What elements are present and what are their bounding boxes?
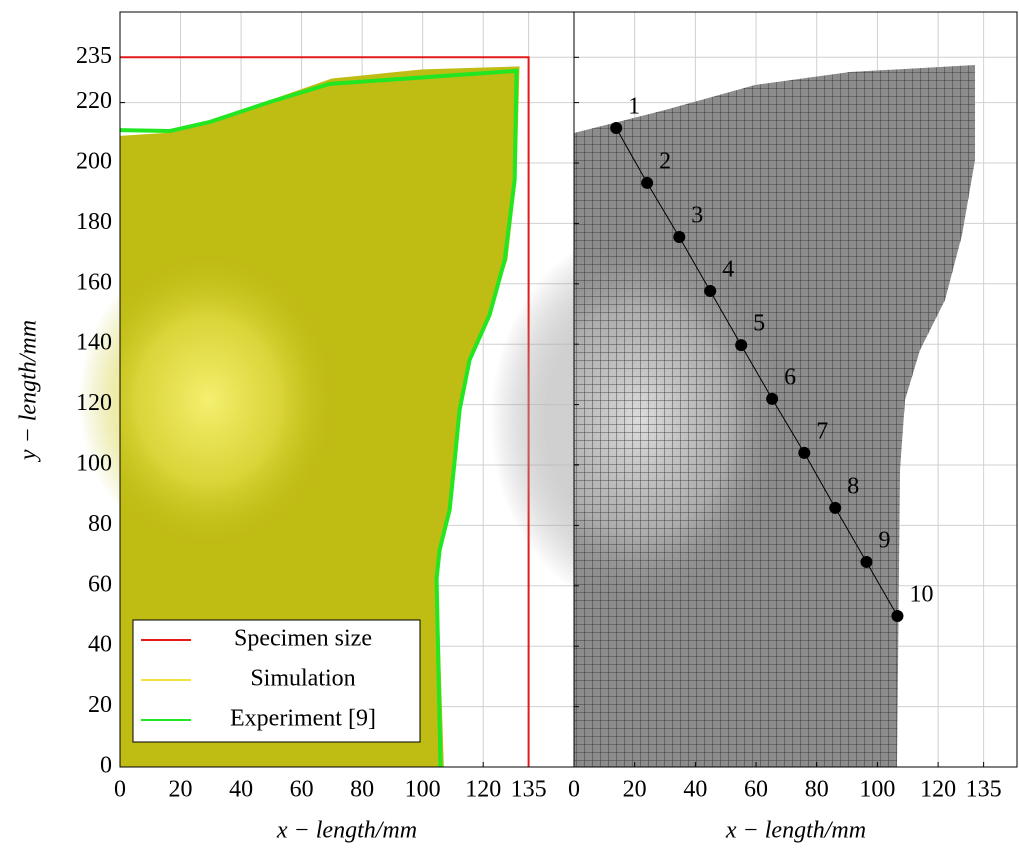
x-tick-label: 100 <box>859 777 895 803</box>
probe-line <box>615 127 898 617</box>
x-tick-label: 120 <box>465 777 501 803</box>
point-label: 10 <box>909 582 933 608</box>
legend-label: Specimen size <box>234 626 372 652</box>
y-axis-title: y − length/mm <box>16 320 42 462</box>
y-tick-label: 60 <box>88 571 112 597</box>
x-tick-label: 40 <box>683 777 707 803</box>
point-label: 8 <box>847 473 859 499</box>
legend-label: Experiment [9] <box>230 706 376 732</box>
y-tick-label: 200 <box>76 149 112 175</box>
point-label: 3 <box>691 202 703 228</box>
probe-point <box>798 446 811 459</box>
point-label: 9 <box>879 527 891 553</box>
x-tick-label: 135 <box>511 777 547 803</box>
probe-point <box>641 176 654 189</box>
probe-point <box>704 285 717 298</box>
probe-point <box>735 339 748 352</box>
x-tick-label: 80 <box>805 777 829 803</box>
y-tick-label: 235 <box>76 43 112 69</box>
point-label: 2 <box>659 148 671 174</box>
legend: Specimen size Simulation Experiment [9] <box>132 619 421 743</box>
x-tick-label: 20 <box>623 777 647 803</box>
probe-point <box>673 230 686 243</box>
x-tick-label: 80 <box>350 777 374 803</box>
x-tick-label: 60 <box>290 777 314 803</box>
probe-point <box>766 392 779 405</box>
y-tick-label: 100 <box>76 451 112 477</box>
x-axis-title: x − length/mm <box>725 818 866 844</box>
probe-point <box>891 610 904 622</box>
x-tick-label: 60 <box>744 777 768 803</box>
y-tick-label: 80 <box>88 511 112 537</box>
x-tick-label: 135 <box>966 777 1002 803</box>
y-tick-label: 160 <box>76 269 112 295</box>
y-tick-label: 20 <box>88 692 112 718</box>
point-label: 7 <box>816 418 828 444</box>
x-tick-label: 20 <box>169 777 193 803</box>
x-tick-label: 100 <box>405 777 441 803</box>
point-label: 5 <box>753 311 765 337</box>
mesh-lines <box>574 65 975 767</box>
y-tick-label: 220 <box>76 88 112 114</box>
x-tick-label: 120 <box>920 777 956 803</box>
point-label: 6 <box>784 364 796 390</box>
point-label: 4 <box>722 257 734 283</box>
x-tick-label: 40 <box>229 777 253 803</box>
legend-label: Simulation <box>250 666 355 692</box>
x-tick-label: 0 <box>568 777 580 803</box>
area-highlight <box>78 250 339 551</box>
probe-point <box>610 121 623 134</box>
probe-point <box>860 555 873 568</box>
y-tick-label: 40 <box>88 632 112 658</box>
x-axis-title: x − length/mm <box>276 818 417 844</box>
x-tick-label: 0 <box>114 777 126 803</box>
point-label: 1 <box>628 93 640 119</box>
y-tick-label: 140 <box>76 330 112 356</box>
right-panel: 1 2 3 4 5 6 7 8 9 10 <box>490 12 1017 768</box>
y-tick-label: 180 <box>76 209 112 235</box>
series-line <box>119 68 519 768</box>
plot-frame <box>573 11 1018 768</box>
y-tick-label: 120 <box>76 390 112 416</box>
left-panel <box>78 12 574 768</box>
y-tick-label: 0 <box>100 753 112 779</box>
probe-point <box>829 501 842 514</box>
